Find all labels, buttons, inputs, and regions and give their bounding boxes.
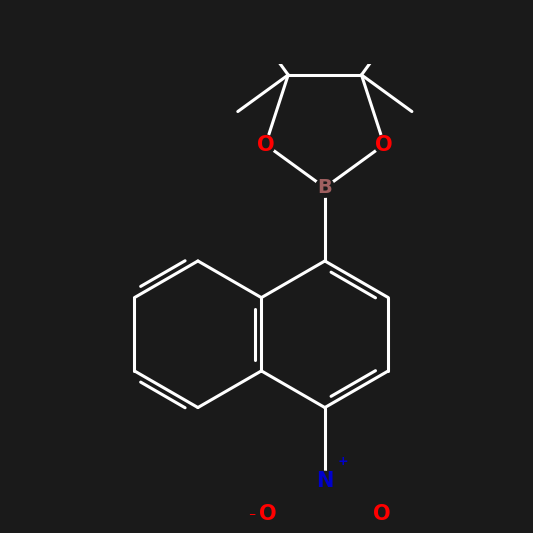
Text: +: + — [337, 455, 348, 469]
Circle shape — [258, 504, 277, 523]
Circle shape — [373, 504, 392, 523]
Circle shape — [316, 471, 334, 490]
Text: N: N — [316, 471, 334, 491]
Text: O: O — [375, 135, 393, 155]
Text: O: O — [373, 504, 391, 524]
Text: ⁻: ⁻ — [248, 511, 255, 524]
Text: O: O — [259, 504, 277, 524]
Text: O: O — [257, 135, 274, 155]
Circle shape — [316, 178, 334, 197]
Circle shape — [256, 135, 275, 154]
Circle shape — [375, 135, 394, 154]
Text: B: B — [318, 178, 332, 197]
